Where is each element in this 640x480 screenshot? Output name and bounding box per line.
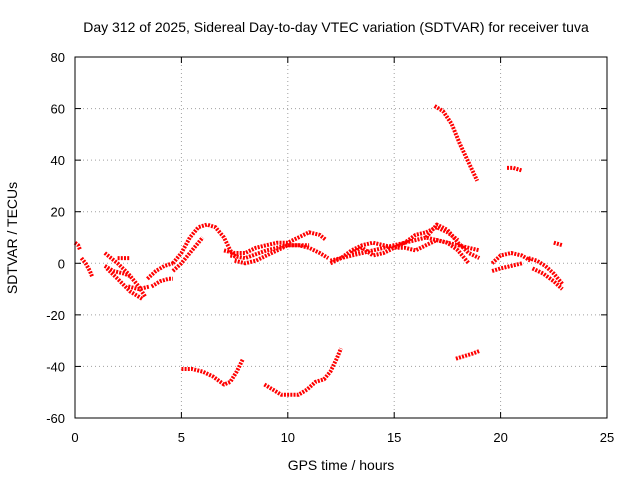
x-tick-label: 5 [178, 430, 185, 445]
series-arc12 [223, 230, 328, 255]
y-tick-label: 40 [51, 153, 65, 168]
series-arc5 [105, 266, 145, 302]
series-arc18 [424, 222, 481, 260]
y-tick-label: 80 [51, 50, 65, 65]
series-arc22 [507, 165, 523, 173]
y-axis-label: SDTVAR / TECUs [4, 182, 20, 294]
x-tick-label: 25 [600, 430, 614, 445]
y-tick-label: -20 [46, 308, 65, 323]
data-series [73, 104, 564, 397]
series-arc24 [531, 266, 564, 291]
y-tick-label: -60 [46, 411, 65, 426]
series-arc27 [263, 347, 343, 397]
series-arc7 [127, 284, 150, 292]
y-tick-label: 60 [51, 102, 65, 117]
plot-frame [74, 56, 608, 419]
series-arc13 [234, 243, 330, 266]
chart-title: Day 312 of 2025, Sidereal Day-to-day VTE… [83, 19, 589, 35]
x-tick-label: 15 [387, 430, 401, 445]
series-arc21 [491, 261, 523, 273]
series-arc19 [433, 104, 480, 182]
y-tick-label: 0 [58, 256, 65, 271]
series-arc25 [553, 240, 563, 248]
x-tick-label: 20 [493, 430, 507, 445]
series-arc4 [103, 251, 147, 298]
y-tick-label: -40 [46, 359, 65, 374]
series-arc2 [79, 256, 94, 277]
series-arc8 [146, 261, 174, 281]
x-tick-label: 0 [71, 430, 78, 445]
axis-ticks: 0 5 10 15 20 25 -60 -40 -20 0 20 40 60 80 [46, 50, 614, 445]
series-arc28 [455, 349, 481, 361]
y-tick-label: 20 [51, 205, 65, 220]
series-arc26 [181, 357, 245, 387]
x-axis-label: GPS time / hours [288, 457, 395, 473]
series-arc11 [171, 236, 205, 273]
series-arc17 [350, 238, 471, 265]
series-arc10 [171, 222, 239, 265]
series-arc1 [73, 241, 83, 252]
series-arc20 [490, 251, 532, 265]
series-arc14 [229, 243, 310, 261]
grid-lines [75, 57, 607, 418]
series-arc9 [150, 276, 173, 289]
x-tick-label: 10 [281, 430, 295, 445]
